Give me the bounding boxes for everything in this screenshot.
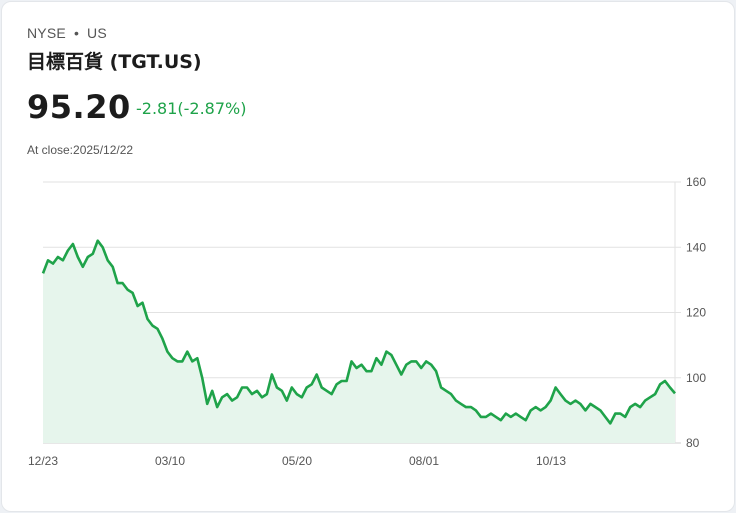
price-line [41,239,676,425]
price-area [43,240,675,443]
x-axis-labels: 12/23 03/10 05/20 08/01 10/13 [28,454,566,468]
exchange-label: NYSE [27,25,66,41]
x-tick-label: 05/20 [282,454,312,468]
price-change: -2.81(-2.87%) [136,99,247,118]
y-tick-label: 100 [686,371,706,385]
y-tick-label: 120 [686,306,706,320]
separator-dot: • [73,25,80,41]
market-label: US [87,25,107,41]
exchange-line: NYSE • US [27,25,107,41]
stock-price: 95.20 [27,88,131,126]
x-tick-label: 08/01 [409,454,439,468]
x-tick-label: 12/23 [28,454,58,468]
y-tick-label: 80 [686,436,700,450]
y-tick-label: 140 [686,240,706,254]
y-axis-labels: 160 140 120 100 80 [686,175,706,450]
stock-name: 目標百貨 (TGT.US) [27,51,202,73]
x-tick-label: 10/13 [536,454,566,468]
x-tick-label: 03/10 [155,454,185,468]
close-timestamp: At close:2025/12/22 [27,143,134,157]
y-tick-label: 160 [686,175,706,189]
